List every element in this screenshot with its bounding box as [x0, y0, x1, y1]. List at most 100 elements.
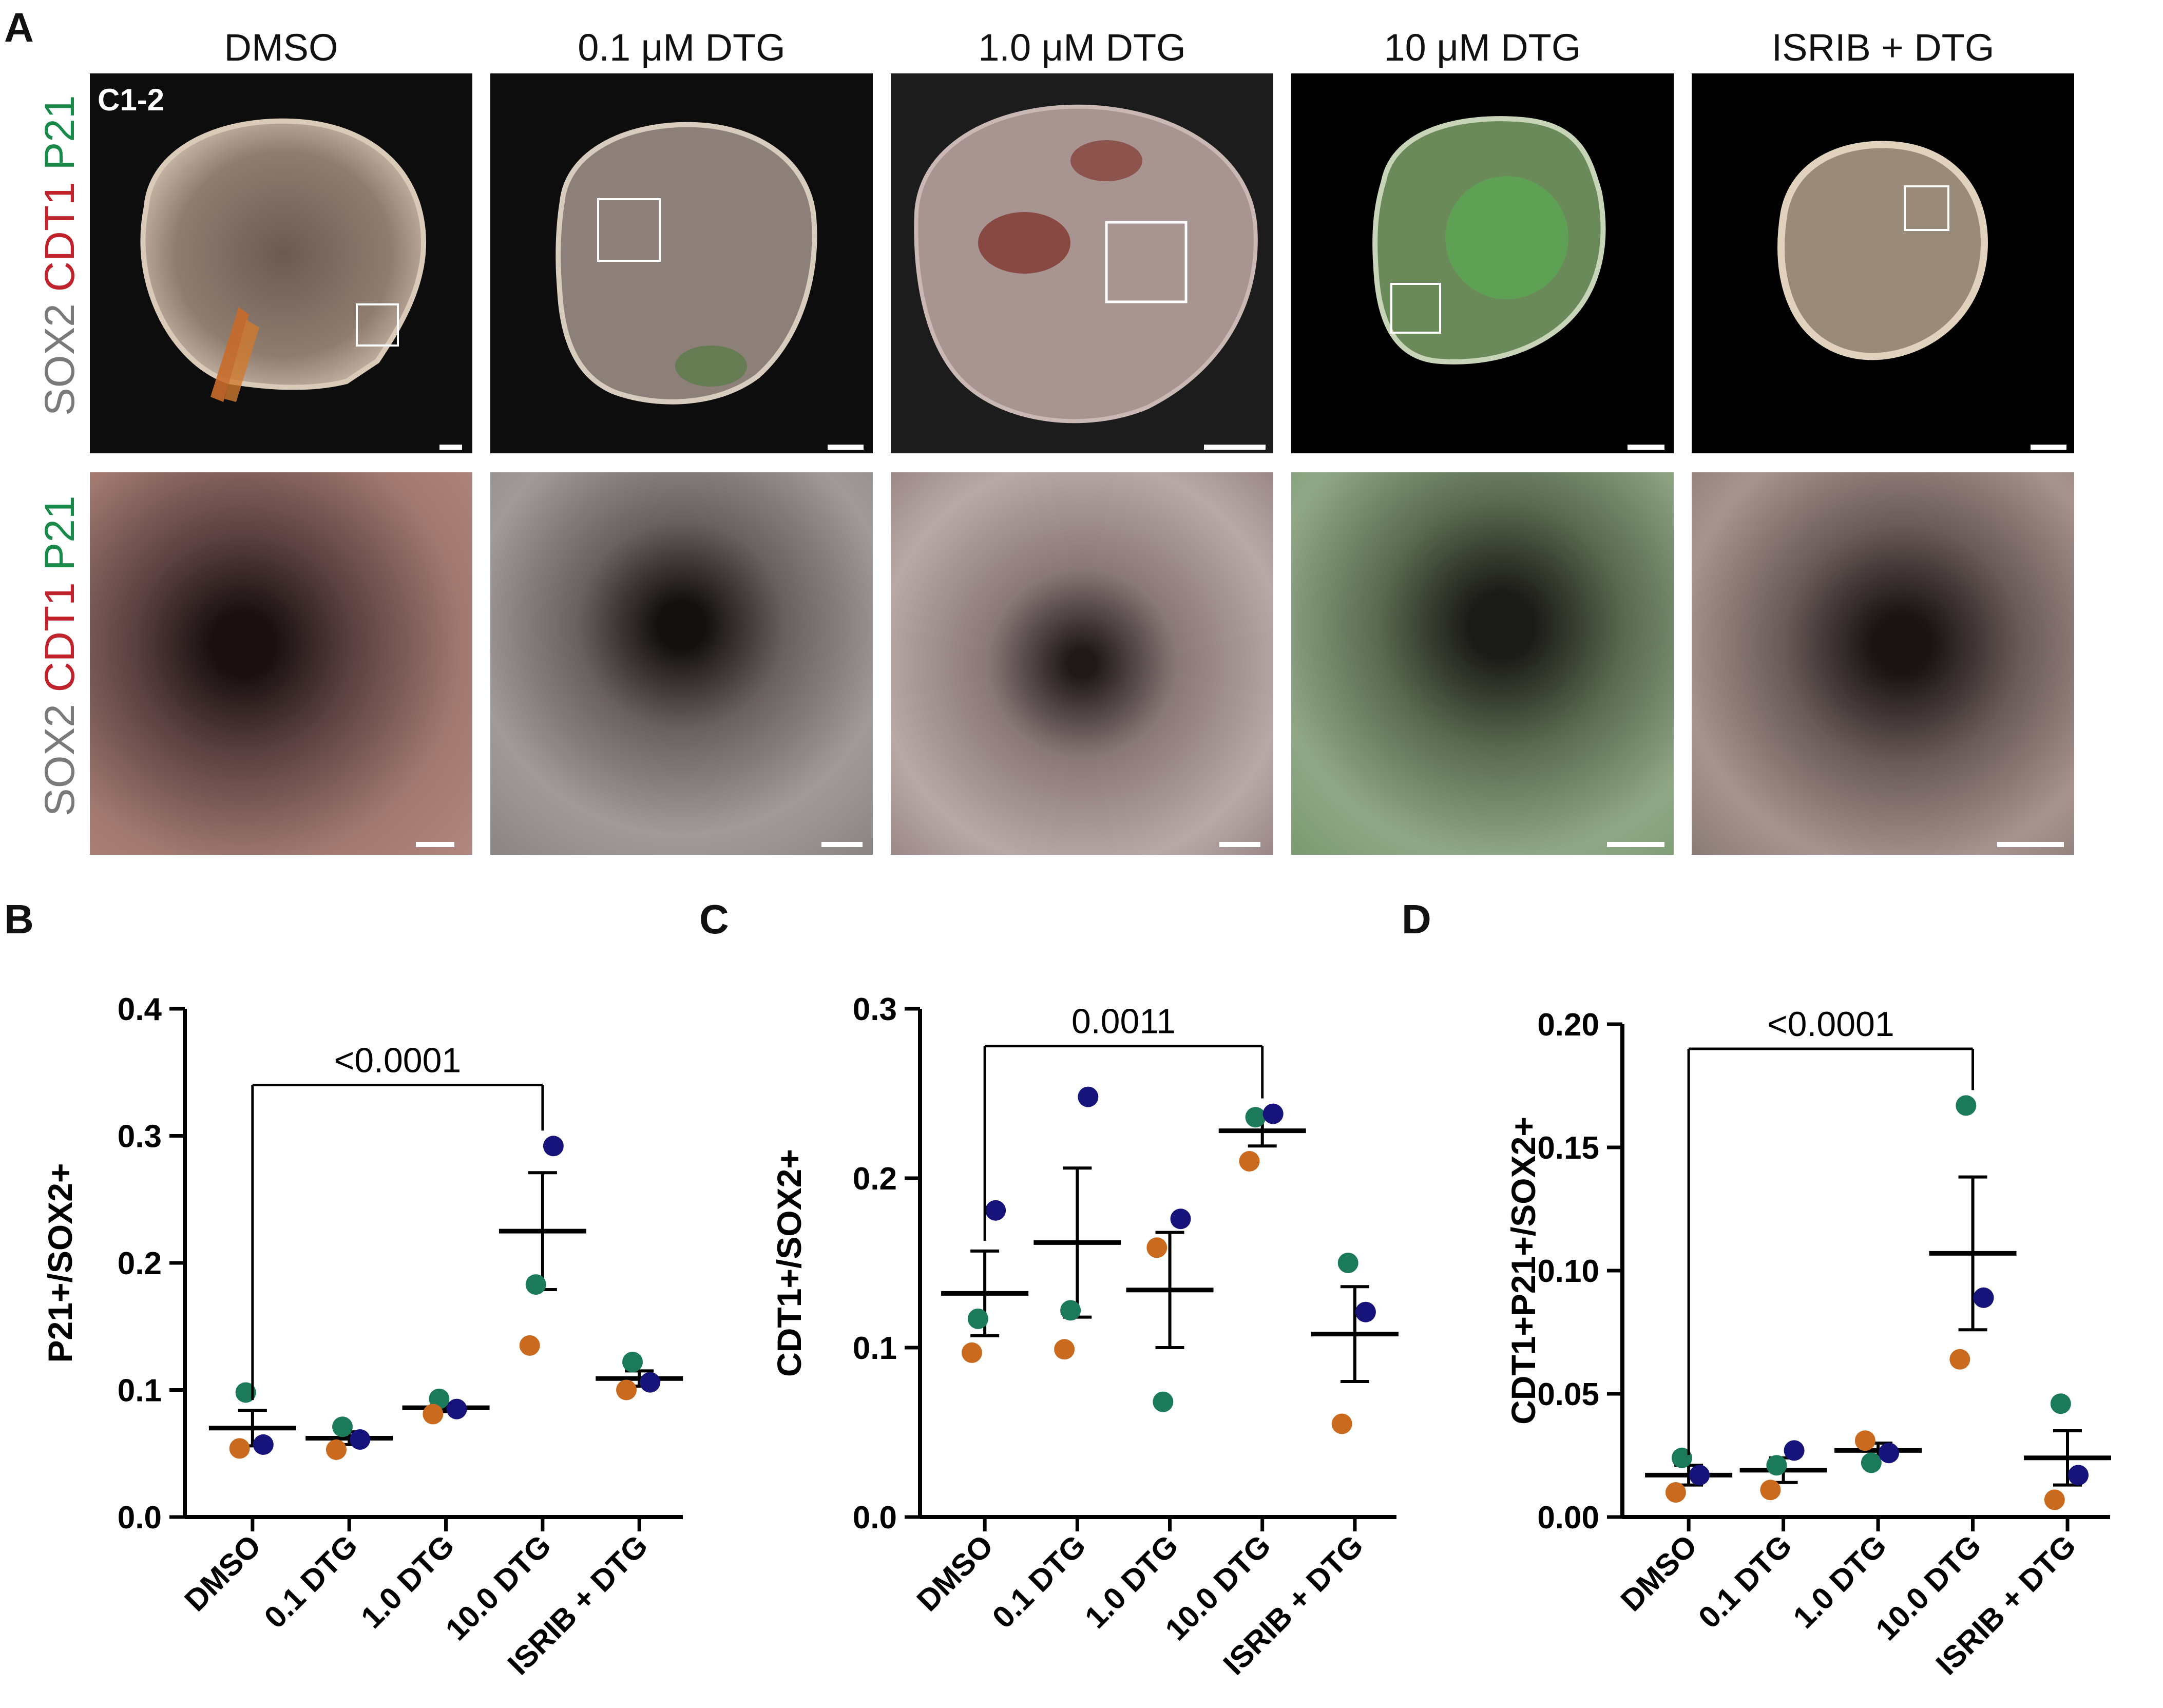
data-point: [1760, 1480, 1781, 1501]
x-tick-label: DMSO: [1614, 1528, 1704, 1618]
data-point: [1689, 1465, 1710, 1486]
data-point: [2050, 1393, 2071, 1414]
data-point: [1245, 1107, 1266, 1128]
scale-bar: [828, 445, 864, 450]
scale-bar: [1997, 842, 2064, 847]
p-value-label: 0.0011: [1071, 1002, 1176, 1041]
data-point: [525, 1274, 546, 1295]
organoid-overview-10-dtg: [1291, 73, 1674, 453]
y-axis-label: CDT1+/SOX2+: [770, 1149, 808, 1377]
data-point: [2044, 1489, 2065, 1510]
organoid-10-dtg-image: [1291, 73, 1674, 453]
data-point: [1973, 1287, 1994, 1308]
data-point: [1153, 1391, 1174, 1412]
data-point: [961, 1342, 982, 1363]
x-tick-label: 0.1 DTG: [258, 1528, 365, 1635]
scale-bar: [2031, 445, 2066, 450]
y-tick-label: 0.0: [118, 1500, 162, 1536]
data-point: [967, 1308, 988, 1329]
data-point: [519, 1335, 540, 1356]
data-point: [640, 1372, 661, 1393]
y-tick-label: 0.2: [118, 1246, 162, 1281]
p-value-label: <0.0001: [1767, 1005, 1894, 1044]
data-point: [1956, 1095, 1977, 1116]
inset-dmso: [90, 472, 472, 855]
data-point: [1784, 1440, 1805, 1461]
inset-10-dtg: [1291, 472, 1674, 855]
column-title-0-1-dtg: 0.1 μM DTG: [578, 26, 786, 69]
inset-isrib-dtg: [1692, 472, 2074, 855]
scale-bar: [1204, 445, 1266, 450]
data-point: [1331, 1413, 1352, 1434]
y-tick-label: 0.1: [118, 1373, 162, 1409]
organoid-overview-isrib-dtg: [1692, 73, 2074, 453]
panel-label-a: A: [4, 5, 34, 50]
y-tick-label: 0.15: [1537, 1130, 1599, 1166]
column-title-1-0-dtg: 1.0 μM DTG: [978, 26, 1186, 69]
x-tick-label: 0.1 DTG: [1692, 1528, 1798, 1635]
y-tick-label: 0.00: [1537, 1500, 1599, 1536]
data-point: [2068, 1465, 2089, 1486]
data-point: [423, 1404, 444, 1425]
data-point: [616, 1379, 637, 1400]
y-axis-label: CDT1+P21+/SOX2+: [1504, 1117, 1542, 1425]
data-point: [1337, 1253, 1358, 1273]
data-point: [1665, 1482, 1686, 1503]
data-point: [1355, 1301, 1376, 1322]
scale-bar: [821, 842, 863, 847]
scale-bar: [416, 842, 454, 847]
y-tick-label: 0.0: [853, 1500, 897, 1536]
x-tick-label: 0.1 DTG: [986, 1528, 1093, 1635]
data-point: [543, 1136, 564, 1157]
p-value-label: <0.0001: [334, 1041, 462, 1080]
data-point: [1766, 1455, 1787, 1476]
data-point: [332, 1416, 353, 1437]
panel-label-b: B: [4, 896, 34, 942]
data-point: [1949, 1349, 1970, 1370]
data-point: [1854, 1430, 1875, 1451]
data-point: [1078, 1086, 1099, 1107]
data-point: [350, 1429, 371, 1450]
organoid-dmso-image: [140, 118, 427, 402]
data-point: [1262, 1103, 1284, 1124]
x-tick-label: DMSO: [910, 1528, 1000, 1618]
data-point: [446, 1398, 467, 1419]
scale-bar: [1219, 842, 1260, 847]
inset-1-0-dtg: [891, 472, 1273, 855]
scale-bar: [1607, 842, 1664, 847]
organoid-overview-1-0-dtg: [891, 73, 1273, 453]
data-point: [1671, 1447, 1692, 1468]
data-point: [985, 1200, 1006, 1221]
organoid-overview-0-1-dtg: [490, 73, 873, 453]
scale-bar: [439, 445, 462, 450]
panel-label-d: D: [1402, 896, 1431, 942]
data-point: [1879, 1443, 1900, 1464]
column-title-10-dtg: 10 μM DTG: [1384, 26, 1581, 69]
data-point: [229, 1438, 250, 1459]
y-tick-label: 0.1: [853, 1331, 897, 1366]
data-point: [1170, 1208, 1191, 1230]
organoid-0-1-dtg-image: [556, 122, 817, 405]
organoid-overview-dmso: [90, 73, 472, 453]
y-tick-label: 0.3: [118, 1119, 162, 1155]
panel-label-c: C: [699, 896, 729, 942]
data-point: [622, 1352, 643, 1373]
data-point: [253, 1434, 274, 1455]
y-tick-label: 0.3: [853, 992, 897, 1027]
y-axis-label: P21+/SOX2+: [41, 1163, 79, 1363]
column-title-isrib-dtg: ISRIB + DTG: [1771, 26, 1995, 69]
y-tick-label: 0.05: [1537, 1377, 1599, 1412]
y-tick-label: 0.4: [118, 992, 162, 1027]
organoid-1-0-dtg-image: [891, 73, 1273, 453]
data-point: [1861, 1452, 1882, 1473]
data-point: [1239, 1151, 1260, 1172]
data-point: [1054, 1339, 1075, 1360]
column-title-dmso: DMSO: [224, 26, 338, 69]
data-point: [1060, 1300, 1081, 1321]
y-tick-label: 0.10: [1537, 1254, 1599, 1289]
data-point: [235, 1382, 256, 1403]
x-tick-label: DMSO: [178, 1528, 267, 1618]
scale-bar: [1628, 445, 1664, 450]
organoid-isrib-dtg-image: [1692, 73, 2074, 453]
